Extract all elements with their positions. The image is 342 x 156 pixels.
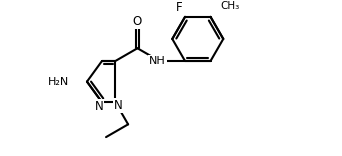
Text: N: N xyxy=(114,99,122,112)
Text: NH: NH xyxy=(149,56,166,66)
Text: N: N xyxy=(95,100,104,112)
Text: O: O xyxy=(133,15,142,28)
Text: F: F xyxy=(176,0,183,14)
Text: CH₃: CH₃ xyxy=(221,1,240,11)
Text: H₂N: H₂N xyxy=(48,77,69,87)
